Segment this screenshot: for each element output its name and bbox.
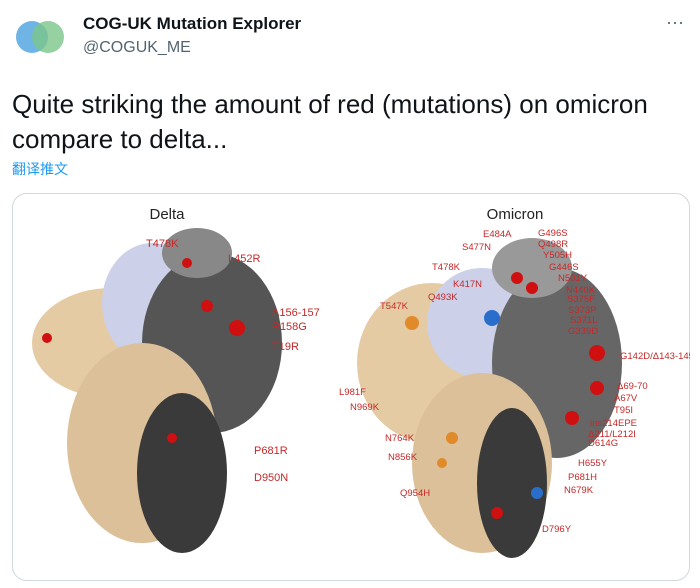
mutation-label: D614G <box>588 438 618 449</box>
mutation-label: Q498R <box>538 239 568 250</box>
mutation-label: P681R <box>254 445 288 457</box>
mutation-label: T95I <box>614 405 633 416</box>
mutation-label: ins214EPE <box>590 418 637 429</box>
tweet-text: Quite striking the amount of red (mutati… <box>12 89 648 154</box>
mutation-label: G496S <box>538 228 568 239</box>
mutation-label: E484A <box>483 229 512 240</box>
mutation-label: N501Y <box>558 273 588 284</box>
mutation-label: N764K <box>385 433 415 444</box>
mutation-label: A67V <box>614 393 638 404</box>
account-name[interactable]: COG-UK Mutation Explorer <box>83 14 302 33</box>
account-handle[interactable]: @COGUK_ME <box>83 39 191 56</box>
mutation-label: G142D/Δ143-145 <box>620 351 690 362</box>
mutation-label: K417N <box>453 279 482 290</box>
translate-link[interactable]: 翻译推文 <box>12 161 68 177</box>
mutation-label: D796Y <box>542 524 572 535</box>
mutation-label: L452R <box>228 253 260 265</box>
mutation-label: N440K <box>566 285 596 296</box>
mutation-label: Δ69-70 <box>617 381 648 392</box>
mutation-label: T547K <box>380 301 409 312</box>
mutation-label: P681H <box>568 472 597 483</box>
mutation-label: L981F <box>339 387 366 398</box>
mutation-label: Y505H <box>543 250 572 261</box>
panel-title: Omicron <box>487 206 544 223</box>
mutation-label: S371L <box>570 315 597 326</box>
mutation-label: Δ156-157 <box>272 307 320 319</box>
tweet-image[interactable]: Delta T478K L452R Δ156-157 R158G T19R P681R D95… <box>12 193 690 581</box>
mutation-label: S375F <box>567 294 595 305</box>
mutation-label: H655Y <box>578 458 608 469</box>
mutation-label: T478K <box>432 262 461 273</box>
mutation-label: N679K <box>564 485 594 496</box>
mutation-label: G446S <box>549 262 579 273</box>
panel-title: Delta <box>149 206 185 223</box>
mutation-label: T478K <box>146 238 179 250</box>
mutation-label: D950N <box>254 472 288 484</box>
mutation-label: T19R <box>272 341 299 353</box>
mutation-label: G339D <box>568 326 598 337</box>
mutation-label: Q954H <box>400 488 430 499</box>
mutation-label: S477N <box>462 242 491 253</box>
mutation-label: N969K <box>350 402 380 413</box>
mutation-label: Δ211/L212I <box>588 429 636 440</box>
mutation-label: S373P <box>568 305 597 316</box>
avatar[interactable] <box>10 12 70 62</box>
mutation-label: R158G <box>272 321 307 333</box>
mutation-label: N856K <box>388 452 418 463</box>
more-button[interactable]: ··· <box>666 12 684 32</box>
mutation-label: Q493K <box>428 292 458 303</box>
